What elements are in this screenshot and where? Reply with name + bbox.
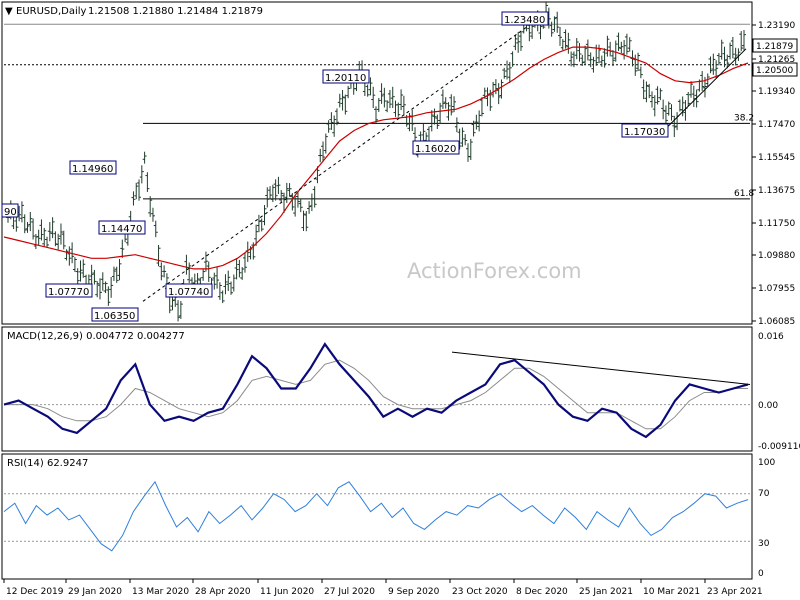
price-y-tick-label: 1.15545	[758, 153, 795, 163]
ohlc-readout: 1.21508 1.21880 1.21484 1.21879	[88, 6, 263, 17]
fib-level-label: 38.2	[734, 113, 754, 123]
price-y-tick-label: 1.09880	[758, 251, 795, 261]
price-callout-box	[91, 307, 139, 322]
price-callout-label: 1.20110	[325, 73, 366, 84]
x-tick-label: 27 Jul 2020	[324, 587, 375, 597]
rsi-y-tick-label: 100	[758, 458, 775, 468]
price-callout-box	[1, 203, 19, 218]
price-y-tick-label: 1.07955	[758, 284, 795, 294]
price-y-tick-label: 1.17470	[758, 120, 795, 130]
price-callout-box	[501, 11, 549, 26]
x-tick-label: 28 Apr 2020	[195, 587, 251, 597]
x-tick-label: 29 Jan 2020	[68, 587, 122, 597]
channel-trendline	[142, 11, 549, 302]
price-callout-box	[45, 283, 93, 298]
x-tick-label: 23 Oct 2020	[452, 587, 508, 597]
support-trendline	[667, 48, 747, 127]
price-callout-label: 1.14960	[72, 164, 113, 175]
x-tick-label: 11 Jun 2020	[260, 587, 314, 597]
macd-y-tick-label: 0.00	[758, 401, 778, 411]
axis-labels: 1.23190 1.21265 1.19340 1.17470 1.15545 1.136…	[3, 21, 800, 597]
price-callout-label: 1.07770	[48, 287, 89, 298]
price-callout-label: 1.14470	[101, 224, 142, 235]
price-y-tick-label: 1.23190	[758, 21, 795, 31]
x-tick-label: 9 Sep 2020	[388, 587, 440, 597]
rsi-line	[3, 480, 749, 552]
price-callout-label: 1.06350	[94, 311, 135, 322]
rsi-y-tick-label: 0	[758, 569, 764, 579]
price-callout-label: 1.23480	[504, 15, 545, 26]
price-callout-label: 1.16020	[415, 144, 456, 155]
price-box-label: 1.20500	[756, 66, 793, 76]
header-dropdown-icon[interactable]: ▼	[5, 6, 13, 17]
macd-panel-frame	[1, 326, 753, 452]
x-tick-label: 8 Dec 2020	[516, 587, 568, 597]
price-plot: 38.2 61.8 1.23480 1.20110 1.16020 1.17030 1.14…	[1, 1, 754, 322]
price-callout-label: 90	[4, 207, 17, 218]
price-callout-box	[322, 69, 370, 84]
x-tick-label: 23 Apr 2021	[707, 587, 763, 597]
symbol-label: EURUSD,Daily	[16, 6, 87, 17]
price-callout-box	[98, 220, 146, 235]
macd-plot	[3, 342, 751, 439]
price-callout-box	[621, 123, 669, 138]
x-tick-label: 25 Jan 2021	[579, 587, 633, 597]
rsi-panel-frame	[1, 453, 753, 580]
price-box	[752, 38, 798, 53]
price-callout-label: 1.07740	[168, 287, 209, 298]
x-tick-label: 10 Mar 2021	[643, 587, 700, 597]
rsi-y-tick-label: 30	[758, 539, 770, 549]
macd-line	[3, 342, 749, 439]
macd-signal-line	[4, 359, 748, 430]
price-y-tick-label: 1.21265	[758, 55, 795, 65]
price-y-tick-label: 1.19340	[758, 87, 795, 97]
price-y-tick-label: 1.06085	[758, 317, 795, 327]
x-tick-label: 13 Mar 2020	[132, 587, 189, 597]
macd-y-tick-label: 0.016	[758, 332, 784, 342]
price-y-tick-label: 1.13675	[758, 186, 795, 196]
rsi-y-tick-label: 70	[758, 489, 770, 499]
fib-level-label: 61.8	[734, 189, 754, 199]
watermark: ActionForex.com	[407, 259, 582, 283]
x-tick-label: 12 Dec 2019	[6, 587, 64, 597]
price-box	[752, 62, 798, 77]
rsi-title: RSI(14) 62.9247	[7, 458, 88, 469]
rsi-plot	[3, 480, 750, 552]
price-y-tick-label: 1.11750	[758, 219, 795, 229]
price-callout-box	[412, 140, 460, 155]
macd-title: MACD(12,26,9) 0.004772 0.004277	[7, 331, 185, 342]
moving-average-line	[3, 46, 749, 270]
price-box-label: 1.21879	[756, 42, 793, 52]
macd-y-tick-label: -0.009116	[758, 442, 800, 452]
price-callout-box	[165, 283, 213, 298]
price-callout-box	[69, 160, 117, 175]
price-panel-frame	[1, 1, 753, 325]
price-callout-label: 1.17030	[624, 127, 665, 138]
macd-trendline	[451, 351, 751, 385]
